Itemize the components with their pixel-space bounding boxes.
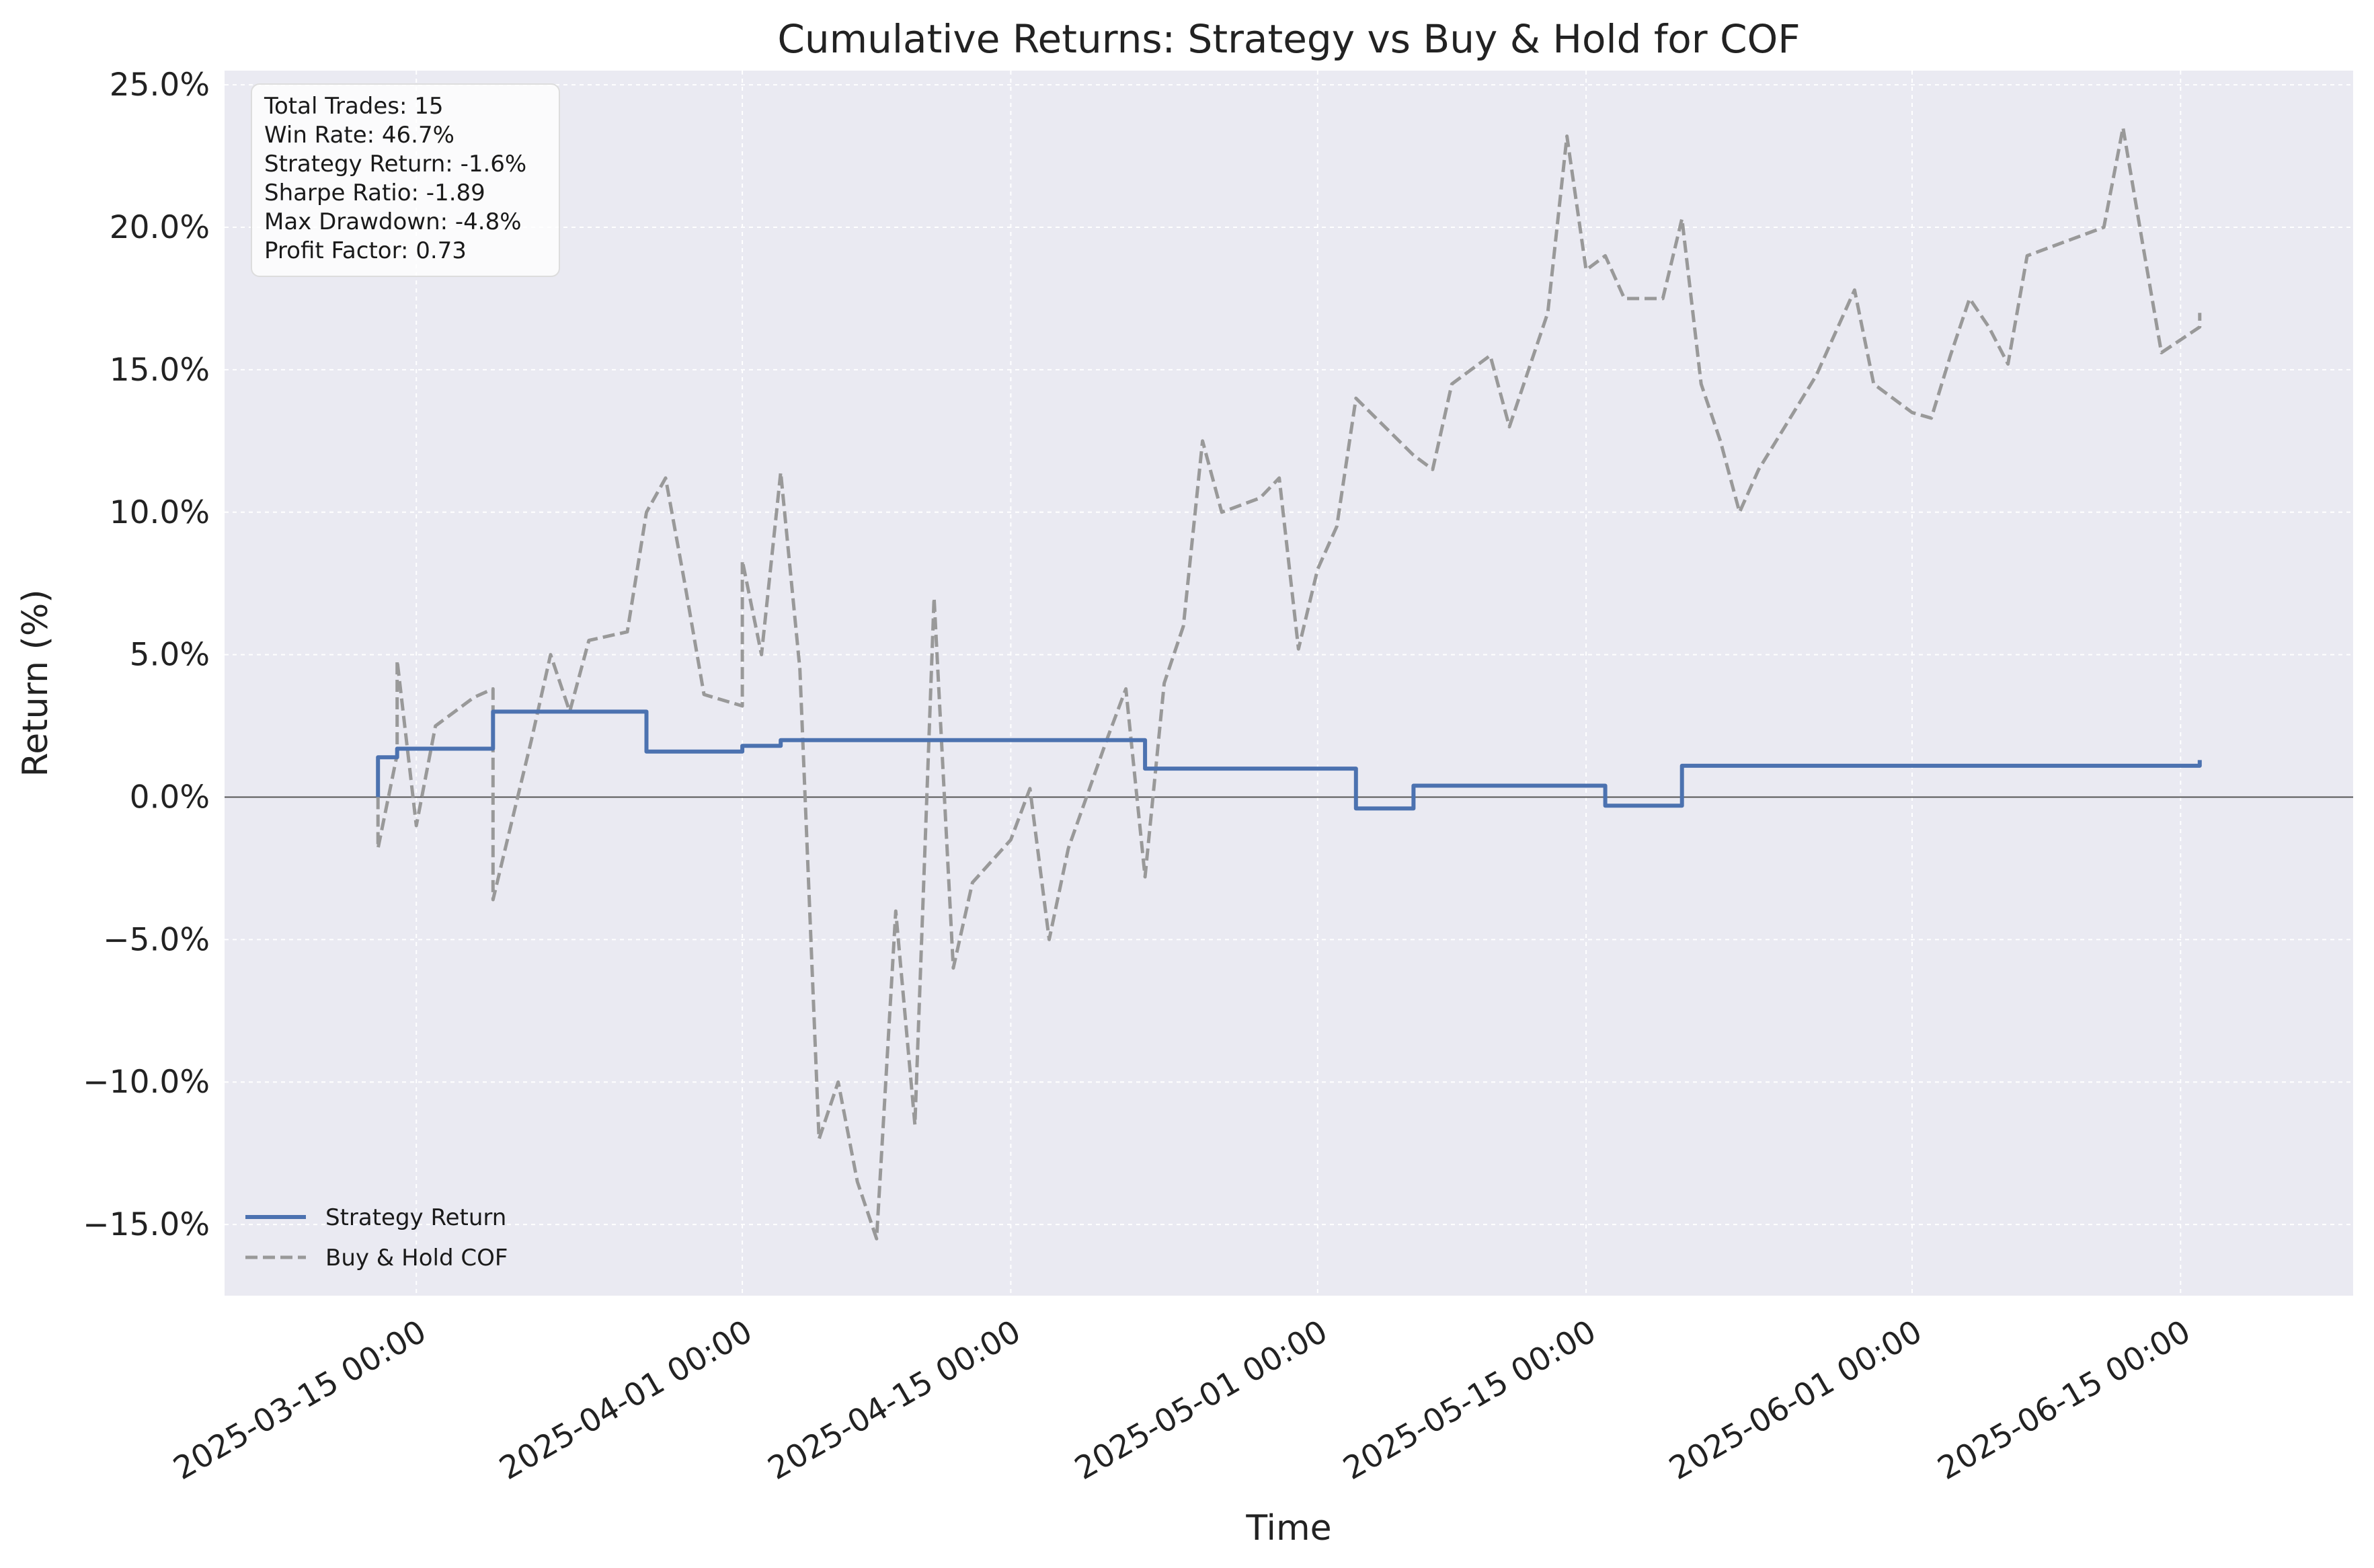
x-tick-label: 2025-04-01 00:00 bbox=[493, 1313, 758, 1487]
stats-box: Total Trades: 15 Win Rate: 46.7% Strateg… bbox=[251, 83, 560, 277]
x-axis-label: Time bbox=[1245, 1508, 1331, 1549]
stats-win-rate: Win Rate: 46.7% bbox=[264, 122, 454, 149]
x-tick-label: 2025-03-15 00:00 bbox=[167, 1313, 432, 1487]
y-axis-ticks: 25.0% 20.0% 15.0% 10.0% 5.0% 0.0% −5.0% −10.0% −… bbox=[83, 67, 210, 1243]
x-tick-label: 2025-04-15 00:00 bbox=[762, 1313, 1027, 1487]
series-layer bbox=[376, 126, 2202, 1241]
x-axis-ticks: 2025-03-15 00:00 2025-04-01 00:00 2025-04-… bbox=[167, 1313, 2197, 1487]
y-tick-label: −10.0% bbox=[83, 1064, 210, 1101]
buy-hold-line bbox=[376, 126, 2202, 1241]
x-tick-label: 2025-05-01 00:00 bbox=[1068, 1313, 1333, 1487]
plot-area bbox=[225, 71, 2353, 1296]
strategy-return-line bbox=[376, 709, 2202, 811]
x-tick-label: 2025-05-15 00:00 bbox=[1337, 1313, 1602, 1487]
stats-total-trades: Total Trades: 15 bbox=[264, 93, 444, 120]
stats-sharpe-ratio: Sharpe Ratio: -1.89 bbox=[264, 180, 485, 206]
y-tick-label: −15.0% bbox=[83, 1206, 210, 1243]
y-tick-label: 20.0% bbox=[110, 209, 210, 246]
y-tick-label: 15.0% bbox=[110, 352, 210, 389]
y-tick-label: 10.0% bbox=[110, 494, 210, 531]
y-tick-label: 5.0% bbox=[130, 637, 210, 674]
stats-strategy-return: Strategy Return: -1.6% bbox=[264, 151, 526, 178]
chart-title: Cumulative Returns: Strategy vs Buy & Ho… bbox=[777, 16, 1800, 62]
stats-profit-factor: Profit Factor: 0.73 bbox=[264, 237, 467, 264]
y-tick-label: −5.0% bbox=[103, 921, 210, 958]
y-tick-label: 25.0% bbox=[110, 67, 210, 104]
y-axis-label: Return (%) bbox=[15, 589, 56, 777]
y-tick-label: 0.0% bbox=[130, 779, 210, 816]
x-tick-label: 2025-06-15 00:00 bbox=[1932, 1313, 2197, 1487]
x-tick-label: 2025-06-01 00:00 bbox=[1663, 1313, 1928, 1487]
stats-max-drawdown: Max Drawdown: -4.8% bbox=[264, 208, 522, 235]
legend-strategy-label: Strategy Return bbox=[325, 1204, 506, 1231]
legend-buyhold-label: Buy & Hold COF bbox=[325, 1245, 508, 1271]
legend: Strategy Return Buy & Hold COF bbox=[245, 1204, 508, 1271]
